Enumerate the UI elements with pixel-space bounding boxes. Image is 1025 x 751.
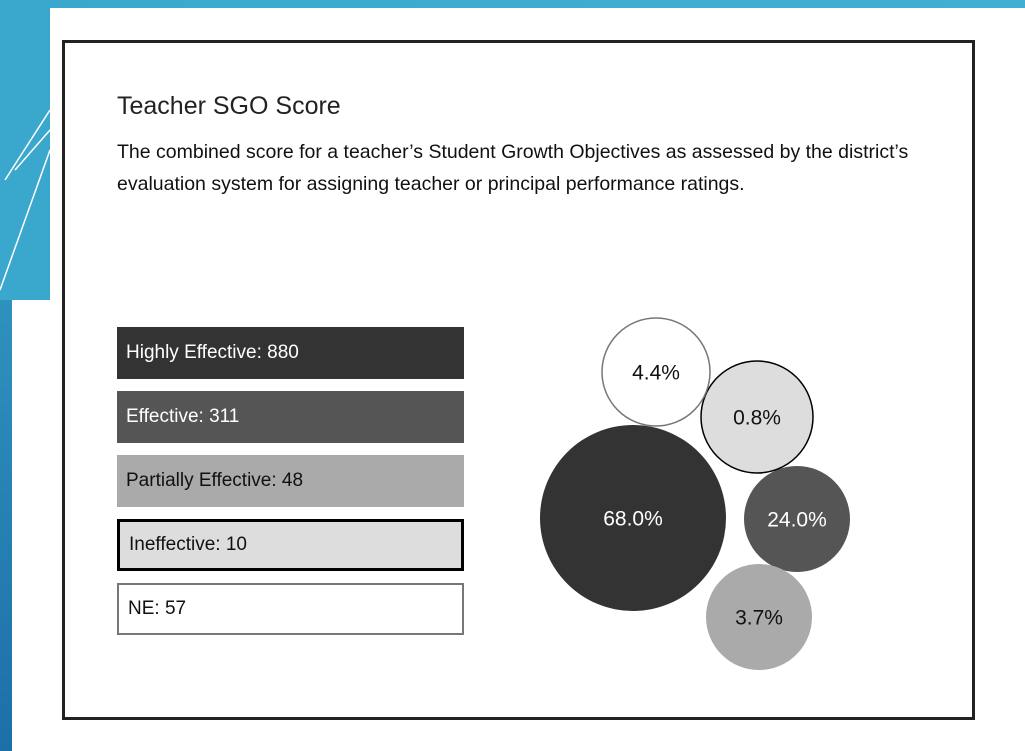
corner-decoration [0,0,50,300]
bubble-label: 4.4% [632,362,680,385]
legend-item: Ineffective: 10 [117,519,464,571]
bubble-label: 68.0% [603,508,663,531]
legend-item: Highly Effective: 880 [117,327,464,379]
bubble [706,564,812,670]
legend-item: Partially Effective: 48 [117,455,464,507]
subtitle: The combined score for a teacher’s Stude… [117,141,909,195]
legend-item: NE: 57 [117,583,464,635]
bubble [601,317,711,427]
bubble-label: 0.8% [733,407,781,430]
panel [62,40,975,720]
title: Teacher SGO Score [117,92,341,120]
bubble [700,360,814,474]
bubble-label: 3.7% [735,607,783,630]
bubble [540,425,726,611]
bubble [744,466,850,572]
accent-top [0,0,1025,8]
legend-item: Effective: 311 [117,391,464,443]
bubble-label: 24.0% [767,509,827,532]
